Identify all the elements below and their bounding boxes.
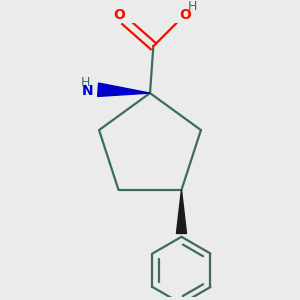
Text: H: H xyxy=(81,76,90,89)
Polygon shape xyxy=(98,83,150,96)
Text: H: H xyxy=(188,0,197,13)
Text: N: N xyxy=(82,84,93,98)
Polygon shape xyxy=(176,190,187,233)
Text: O: O xyxy=(113,8,125,22)
Text: O: O xyxy=(179,8,191,22)
